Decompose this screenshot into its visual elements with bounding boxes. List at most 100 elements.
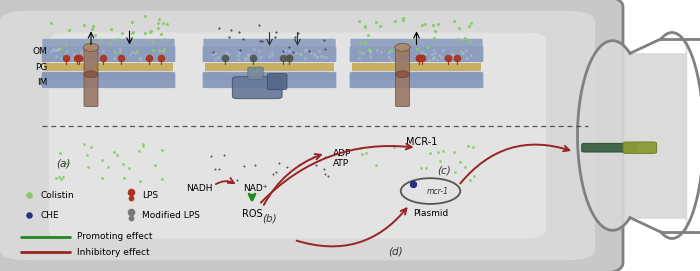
Point <box>55 56 66 60</box>
Point <box>81 153 92 157</box>
Point <box>116 56 127 60</box>
Point <box>90 55 101 59</box>
FancyBboxPatch shape <box>350 39 483 47</box>
Point <box>448 19 459 23</box>
FancyBboxPatch shape <box>232 77 282 99</box>
Point <box>311 55 322 59</box>
Point <box>219 56 230 60</box>
Point <box>153 26 164 30</box>
Point <box>384 55 395 59</box>
Point <box>157 20 168 25</box>
Text: Modified LPS: Modified LPS <box>142 211 200 220</box>
Point <box>415 166 426 170</box>
Point <box>234 50 245 54</box>
Point <box>413 56 424 60</box>
Point <box>83 165 94 170</box>
Point <box>442 56 454 60</box>
Point <box>66 56 78 60</box>
FancyBboxPatch shape <box>248 67 263 80</box>
Point <box>207 50 218 54</box>
Point <box>319 172 330 176</box>
Text: MCR-1: MCR-1 <box>406 137 437 147</box>
Point <box>155 49 166 54</box>
Point <box>88 47 99 51</box>
Point <box>428 56 439 60</box>
Point <box>360 151 372 155</box>
Point <box>115 50 126 54</box>
Point <box>141 55 153 60</box>
Point <box>125 210 136 214</box>
Point <box>223 52 234 56</box>
Point <box>414 55 426 59</box>
Point <box>62 49 73 53</box>
Text: IM: IM <box>37 78 48 88</box>
Point <box>157 148 168 153</box>
Point <box>421 44 433 49</box>
Point <box>354 50 365 55</box>
Point <box>158 47 169 51</box>
Point <box>239 57 250 62</box>
Point <box>232 57 244 61</box>
Point <box>81 52 92 56</box>
Point <box>64 28 75 33</box>
Point <box>223 35 235 40</box>
Point <box>284 56 295 60</box>
Text: ADP: ADP <box>332 149 351 158</box>
Point <box>413 56 424 60</box>
Point <box>317 55 328 59</box>
Point <box>254 55 265 60</box>
Point <box>428 22 439 27</box>
Point <box>60 56 71 60</box>
Point <box>146 38 158 43</box>
Point <box>116 56 127 60</box>
Point <box>108 56 120 60</box>
Point <box>207 52 218 56</box>
Point <box>126 31 137 35</box>
Point <box>68 52 79 56</box>
Text: Promoting effect: Promoting effect <box>77 232 153 241</box>
Point <box>214 26 225 30</box>
FancyBboxPatch shape <box>203 72 336 88</box>
Point <box>55 46 66 50</box>
Point <box>433 22 444 26</box>
Text: NADH: NADH <box>186 184 213 193</box>
Point <box>308 155 319 159</box>
Text: mcr-1: mcr-1 <box>426 186 449 196</box>
Point <box>426 52 438 56</box>
Point <box>354 56 365 60</box>
Point <box>133 149 144 153</box>
Point <box>78 23 90 27</box>
FancyBboxPatch shape <box>592 41 598 230</box>
Point <box>242 54 253 58</box>
Point <box>468 145 479 149</box>
Point <box>315 54 326 58</box>
Point <box>406 38 417 42</box>
Point <box>157 49 168 53</box>
Point <box>127 49 138 54</box>
FancyBboxPatch shape <box>623 142 657 153</box>
Text: ATP: ATP <box>332 159 349 169</box>
Point <box>254 38 265 43</box>
Text: PG: PG <box>35 63 48 72</box>
FancyBboxPatch shape <box>395 49 409 107</box>
Point <box>300 48 312 52</box>
Point <box>435 55 447 59</box>
Point <box>360 39 371 44</box>
Point <box>428 48 440 52</box>
Point <box>284 49 295 53</box>
Point <box>63 56 74 60</box>
Point <box>287 49 298 54</box>
Point <box>427 57 438 61</box>
Point <box>209 56 220 61</box>
FancyBboxPatch shape <box>42 46 175 62</box>
Point <box>412 55 423 59</box>
Point <box>134 179 145 183</box>
Point <box>231 178 242 182</box>
Point <box>445 52 456 56</box>
Point <box>398 18 409 22</box>
Point <box>463 39 475 43</box>
Point <box>46 21 57 25</box>
Point <box>290 50 302 55</box>
Point <box>270 170 281 174</box>
Point <box>46 49 57 53</box>
